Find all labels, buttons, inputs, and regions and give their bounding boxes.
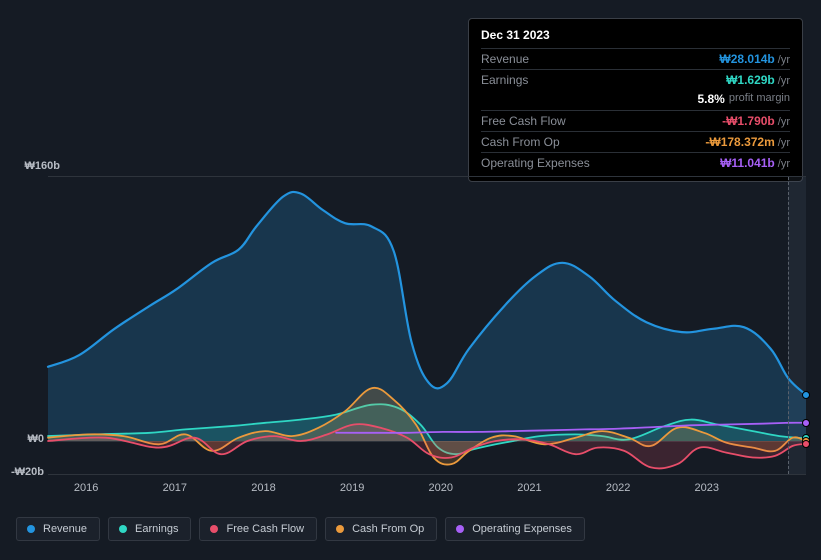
tooltip-row-value-wrap: ₩11.041b/yr [720, 156, 790, 170]
x-tick-label: 2020 [429, 482, 453, 494]
hover-line [788, 177, 789, 474]
legend-dot-icon [119, 525, 127, 533]
series-svg [48, 177, 806, 474]
legend-dot-icon [27, 525, 35, 533]
legend-label: Revenue [43, 523, 87, 535]
tooltip-row-unit: /yr [778, 54, 790, 66]
series-end-dot [802, 440, 810, 448]
tooltip-row-value: -₩1.790b [722, 114, 775, 128]
series-end-dot [802, 391, 810, 399]
tooltip-row: Operating Expenses ₩11.041b/yr [481, 152, 790, 173]
legend-label: Operating Expenses [472, 523, 572, 535]
tooltip-row-value-wrap: -₩1.790b/yr [722, 114, 790, 128]
tooltip-row-unit: /yr [778, 137, 790, 149]
tooltip-row-value-wrap: -₩178.372m/yr [705, 135, 790, 149]
tooltip-profit-margin: 5.8% profit margin [481, 90, 790, 110]
legend-item-revenue[interactable]: Revenue [16, 517, 100, 541]
chart-root: Dec 31 2023 Revenue ₩28.014b/yr Earnings ₩1… [0, 0, 821, 560]
tooltip-row-value: ₩11.041b [720, 156, 775, 170]
legend-dot-icon [336, 525, 344, 533]
tooltip-row-label: Cash From Op [481, 135, 560, 149]
x-tick-label: 2017 [163, 482, 187, 494]
tooltip-row: Revenue ₩28.014b/yr [481, 48, 790, 69]
tooltip-date: Dec 31 2023 [481, 28, 790, 48]
legend: Revenue Earnings Free Cash Flow Cash From O… [16, 517, 585, 541]
tooltip-row-unit: /yr [778, 158, 790, 170]
legend-item-earnings[interactable]: Earnings [108, 517, 191, 541]
legend-dot-icon [456, 525, 464, 533]
legend-item-free-cash-flow[interactable]: Free Cash Flow [199, 517, 317, 541]
x-tick-label: 2018 [251, 482, 275, 494]
legend-item-cash-from-op[interactable]: Cash From Op [325, 517, 437, 541]
tooltip-row-label: Revenue [481, 52, 529, 66]
gridline [48, 474, 806, 475]
y-tick-label: ₩160b [12, 160, 60, 172]
tooltip-row: Cash From Op -₩178.372m/yr [481, 131, 790, 152]
tooltip-row: Earnings ₩1.629b/yr [481, 69, 790, 90]
series-area-revenue [48, 192, 806, 441]
tooltip-row: Free Cash Flow -₩1.790b/yr [481, 110, 790, 131]
profit-margin-label: profit margin [729, 92, 790, 106]
x-axis: 2016 2017 2018 2019 2020 2021 2022 2023 [64, 482, 821, 500]
tooltip-row-unit: /yr [778, 75, 790, 87]
y-tick-label: ₩0 [0, 433, 44, 445]
tooltip-row-value: -₩178.372m [705, 135, 774, 149]
data-tooltip: Dec 31 2023 Revenue ₩28.014b/yr Earnings ₩1… [468, 18, 803, 182]
tooltip-row-label: Earnings [481, 73, 528, 87]
x-tick-label: 2023 [694, 482, 718, 494]
tooltip-row-value-wrap: ₩28.014b/yr [719, 52, 790, 66]
tooltip-row-unit: /yr [778, 116, 790, 128]
legend-item-operating-expenses[interactable]: Operating Expenses [445, 517, 585, 541]
x-tick-label: 2016 [74, 482, 98, 494]
series-end-dot [802, 419, 810, 427]
plot-region[interactable] [48, 176, 806, 473]
tooltip-row-value-wrap: ₩1.629b/yr [726, 73, 790, 87]
tooltip-row-value: ₩1.629b [726, 73, 775, 87]
legend-dot-icon [210, 525, 218, 533]
x-tick-label: 2022 [606, 482, 630, 494]
tooltip-row-label: Free Cash Flow [481, 114, 566, 128]
x-tick-label: 2019 [340, 482, 364, 494]
tooltip-row-label: Operating Expenses [481, 156, 590, 170]
tooltip-row-value: ₩28.014b [719, 52, 774, 66]
x-tick-label: 2021 [517, 482, 541, 494]
legend-label: Earnings [135, 523, 178, 535]
profit-margin-value: 5.8% [698, 92, 725, 106]
legend-label: Cash From Op [352, 523, 424, 535]
chart-area[interactable]: ₩0-₩20b 20162017201820192020202120222023 [16, 176, 806, 482]
y-tick-label: -₩20b [0, 466, 44, 478]
legend-label: Free Cash Flow [226, 523, 304, 535]
